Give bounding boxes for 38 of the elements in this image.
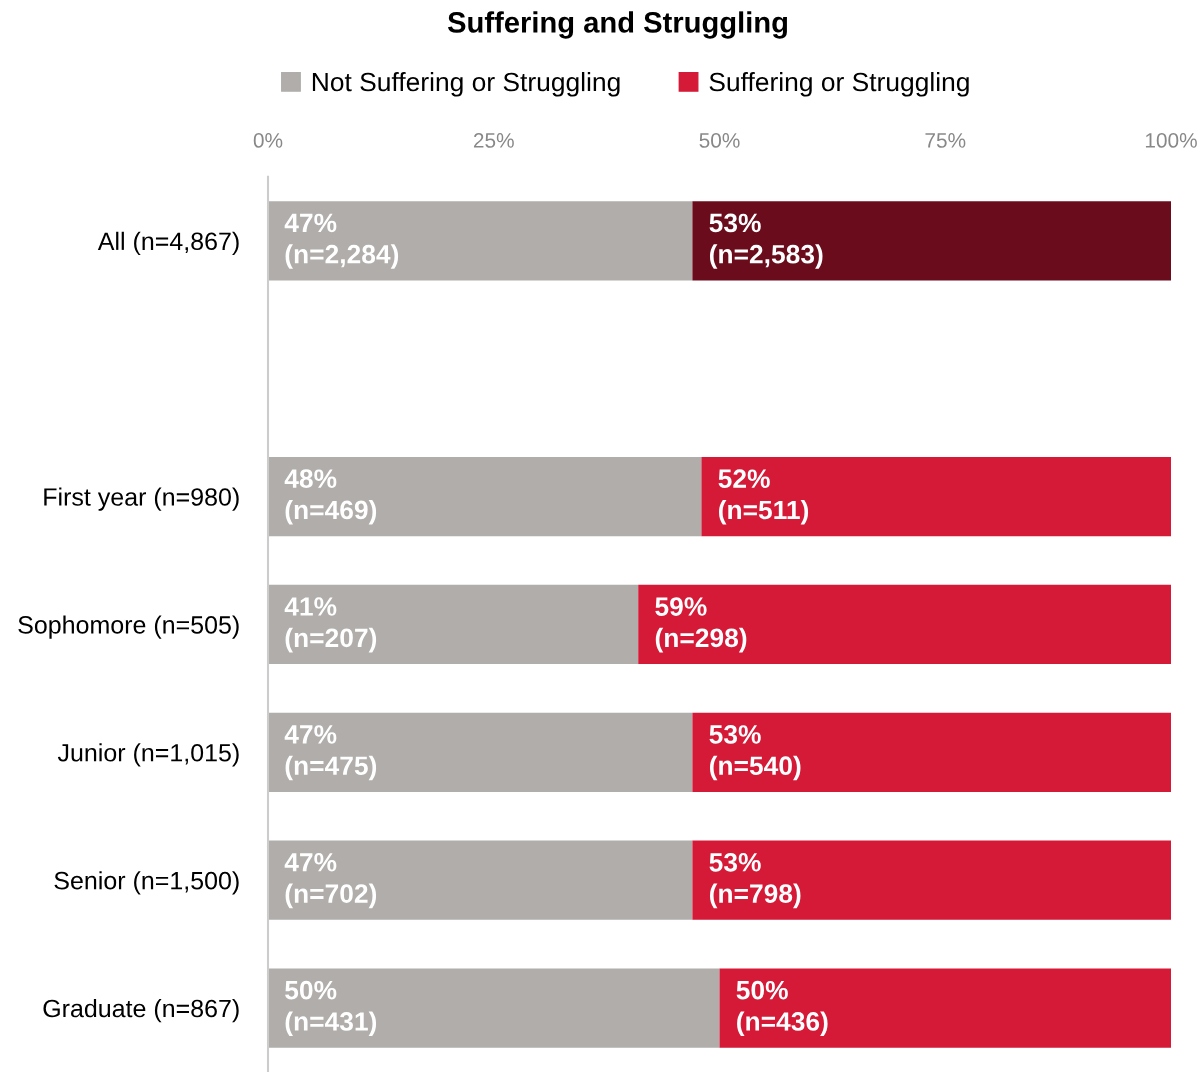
bar	[692, 201, 1171, 281]
data-label: 48% (n=469)	[284, 469, 377, 525]
data-label: 41% (n=207)	[284, 597, 377, 653]
bar	[638, 584, 1171, 665]
data-label: 53% (n=540)	[709, 725, 801, 781]
y-tick-label: Senior (n=1,500)	[54, 871, 239, 895]
bar	[268, 201, 693, 281]
data-label: 53% (n=2,583)	[709, 213, 823, 269]
bar	[719, 968, 1171, 1048]
y-tick-label: First year (n=980)	[44, 487, 239, 511]
x-tick-label: 100%	[1145, 133, 1197, 148]
chart-title: Suffering and Struggling	[447, 11, 787, 39]
x-tick-label: 0%	[253, 133, 283, 148]
data-label: 47% (n=2,284)	[284, 213, 399, 269]
x-tick-label: 25%	[473, 133, 514, 148]
bar	[268, 584, 639, 665]
y-tick-label: Sophomore (n=505)	[18, 615, 239, 639]
bar	[268, 840, 693, 920]
x-tick-label: 75%	[925, 133, 966, 148]
x-tick-label: 50%	[699, 133, 740, 148]
data-label: 53% (n=798)	[709, 852, 801, 909]
bar	[692, 712, 1171, 792]
data-label: 47% (n=702)	[284, 853, 377, 909]
data-label: 52% (n=511)	[718, 469, 809, 525]
legend-label: Suffering or Struggling	[709, 71, 969, 97]
data-label: 50% (n=436)	[736, 980, 828, 1037]
data-label: 59% (n=298)	[655, 597, 747, 653]
y-tick-label: Graduate (n=867)	[43, 999, 239, 1023]
bar	[268, 456, 702, 537]
bar	[701, 456, 1171, 537]
data-label: 47% (n=475)	[284, 725, 377, 781]
y-tick-label: All (n=4,867)	[97, 231, 239, 256]
bar	[268, 712, 693, 792]
y-tick-label: Junior (n=1,015)	[57, 743, 239, 767]
bar	[268, 968, 720, 1048]
bar	[692, 840, 1171, 920]
data-label: 50% (n=431)	[285, 980, 377, 1037]
legend-label: Not Suffering or Struggling	[312, 71, 620, 97]
